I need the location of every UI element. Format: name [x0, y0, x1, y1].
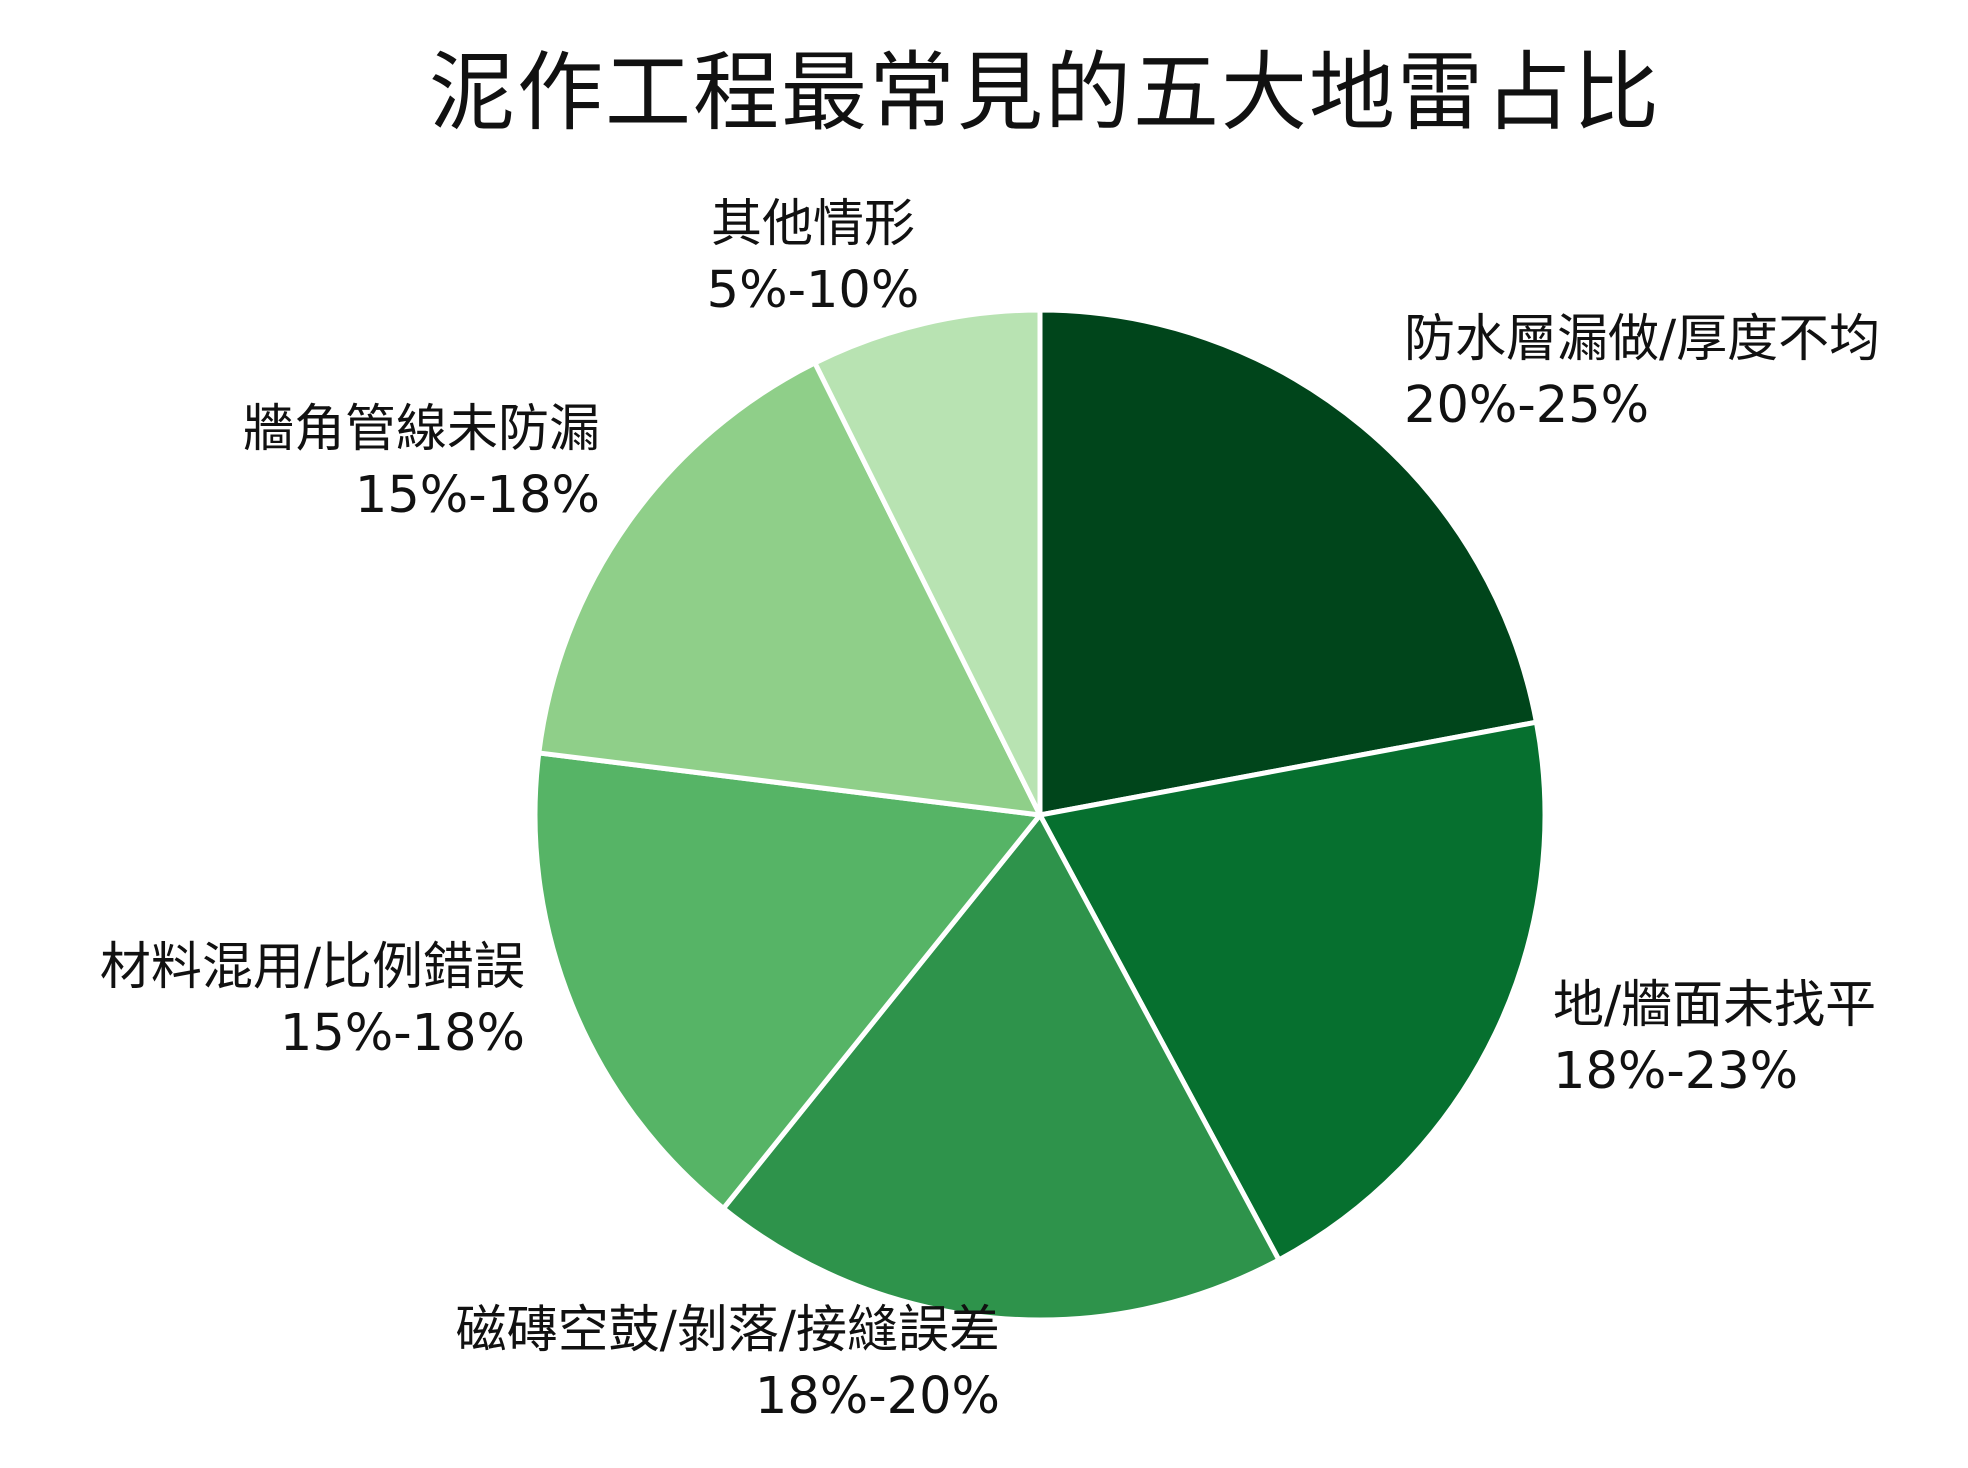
slice-label-range: 5%-10%: [706, 261, 920, 320]
slice-label-text: 防水層漏做/厚度不均: [1404, 310, 1881, 369]
slice-label-range: 18%-20%: [754, 1367, 1000, 1426]
slice-label-range: 15%-18%: [279, 1004, 525, 1063]
slice-label-leveling: 地/牆面未找平 18%-23%: [1553, 973, 1876, 1105]
slice-label-text: 其他情形: [710, 195, 915, 254]
pie-slice-pipes: [536, 360, 1043, 818]
slice-label-range: 20%-25%: [1404, 376, 1650, 435]
pie-slice-waterproofing: [1037, 307, 1539, 818]
slice-label-text: 材料混用/比例錯誤: [99, 938, 525, 997]
pie-slice-materials: [532, 750, 1043, 1211]
slice-label-range: 18%-23%: [1553, 1042, 1799, 1101]
pie-slice-leveling: [1037, 719, 1548, 1263]
slice-label-tiles: 磁磚空鼓/剝落/接縫誤差 18%-20%: [456, 1298, 1000, 1430]
slice-label-range: 15%-18%: [354, 466, 600, 525]
pie-slice-tiles: [720, 812, 1282, 1323]
slice-label-text: 牆角管線未防漏: [242, 400, 600, 459]
slice-label-text: 地/牆面未找平: [1553, 976, 1877, 1035]
pie-slice-other: [812, 307, 1043, 818]
slice-label-materials: 材料混用/比例錯誤 15%-18%: [100, 935, 525, 1067]
slice-label-waterproofing: 防水層漏做/厚度不均 20%-25%: [1404, 307, 1880, 439]
slice-label-pipes: 牆角管線未防漏 15%-18%: [243, 397, 600, 529]
slice-label-other: 其他情形 5%-10%: [672, 192, 954, 324]
chart-title: 泥作工程最常見的五大地雷占比: [429, 43, 1661, 143]
slice-label-text: 磁磚空鼓/剝落/接縫誤差: [455, 1301, 1000, 1360]
